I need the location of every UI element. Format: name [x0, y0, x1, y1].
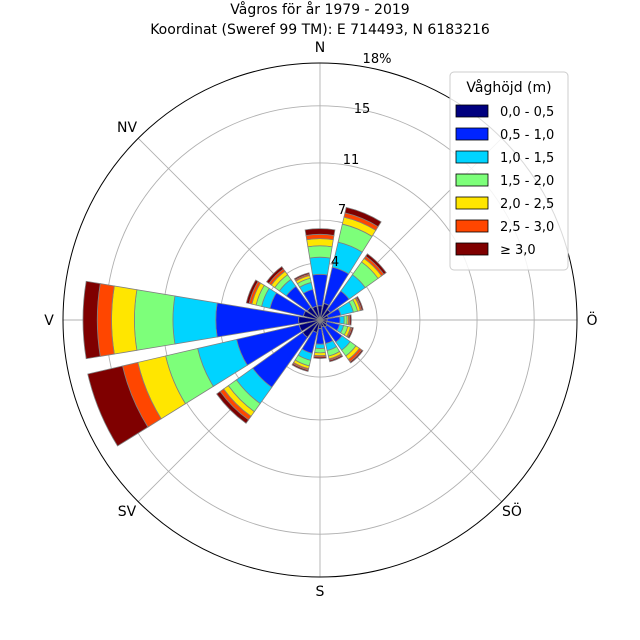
- legend-swatch: [455, 242, 489, 256]
- wedge-segment: [216, 390, 250, 424]
- legend-swatch: [455, 127, 489, 141]
- wedge-segment: [347, 326, 354, 339]
- legend-swatch: [455, 173, 489, 187]
- wedge-segment: [355, 296, 364, 311]
- direction-label-nv: NV: [117, 120, 137, 136]
- wedge-segment: [306, 238, 334, 248]
- radial-tick-label: 18%: [363, 52, 392, 67]
- wedge-segment: [266, 266, 284, 284]
- polar-axes: N NV V SV S SÖ Ö 4 7 11 15 18%: [44, 40, 597, 600]
- wedge-segment: [314, 347, 326, 354]
- legend-items: 0,0 - 0,5 0,5 - 1,0 1,0 - 1,5 1,5 - 2,0 …: [455, 104, 554, 258]
- radial-tick-label: 15: [354, 102, 371, 117]
- legend-title: Våghöjd (m): [466, 79, 551, 96]
- chart-subtitle: Koordinat (Sweref 99 TM): E 714493, N 61…: [150, 22, 490, 38]
- wedge-segment: [133, 289, 176, 351]
- legend-label: 2,0 - 2,5: [500, 197, 554, 212]
- direction-label-v: V: [44, 313, 54, 329]
- legend-frame: [449, 71, 569, 271]
- wedge-segment: [349, 349, 364, 364]
- legend-swatch: [455, 150, 489, 164]
- wedge-segment: [245, 279, 259, 304]
- legend-label: 1,0 - 1,5: [500, 151, 554, 166]
- legend-swatch: [455, 219, 489, 233]
- wedge-segment: [291, 363, 309, 372]
- wedge-segment: [309, 256, 331, 276]
- wedge-segment: [172, 295, 218, 345]
- radial-tick-label: 4: [331, 255, 339, 270]
- wedge-segment: [328, 354, 344, 363]
- radial-tick-labels: 4 7 11 15 18%: [331, 52, 392, 270]
- legend-label: 0,5 - 1,0: [500, 128, 554, 143]
- legend-label: 2,5 - 3,0: [500, 220, 554, 235]
- legend-swatch: [455, 196, 489, 210]
- direction-label-so: SÖ: [502, 502, 522, 520]
- wedge-segment: [313, 356, 327, 359]
- radial-tick-label: 7: [338, 203, 346, 218]
- wedge-segment: [307, 245, 333, 259]
- legend-label: 1,5 - 2,0: [500, 174, 554, 189]
- direction-label-sv: SV: [118, 504, 137, 520]
- radial-tick-label: 11: [343, 153, 360, 168]
- wedge-segment: [314, 343, 326, 349]
- wedge-segment: [304, 228, 336, 236]
- wedge-segment: [344, 206, 382, 228]
- direction-label-o: Ö: [586, 311, 597, 329]
- direction-labels: N NV V SV S SÖ Ö: [44, 40, 597, 600]
- wedge-segment: [96, 283, 115, 357]
- wedge-segment: [87, 365, 149, 447]
- wedge-segment: [293, 272, 310, 281]
- wedge-segment: [82, 280, 101, 360]
- wedge-segment: [111, 285, 138, 355]
- wedge-segment: [339, 315, 345, 325]
- wedge-segment: [349, 314, 352, 326]
- legend-label: 0,0 - 0,5: [500, 105, 554, 120]
- legend-swatch: [455, 104, 489, 118]
- direction-label-s: S: [316, 584, 325, 600]
- legend: Våghöjd (m) 0,0 - 0,5 0,5 - 1,0 1,0 - 1,…: [449, 71, 569, 271]
- wedges: [82, 206, 387, 447]
- legend-label: ≥ 3,0: [500, 243, 536, 258]
- chart-title: Vågros för år 1979 - 2019: [230, 1, 409, 18]
- outer-circle: [62, 62, 578, 578]
- wedge-segment: [365, 253, 387, 275]
- direction-label-n: N: [315, 40, 325, 56]
